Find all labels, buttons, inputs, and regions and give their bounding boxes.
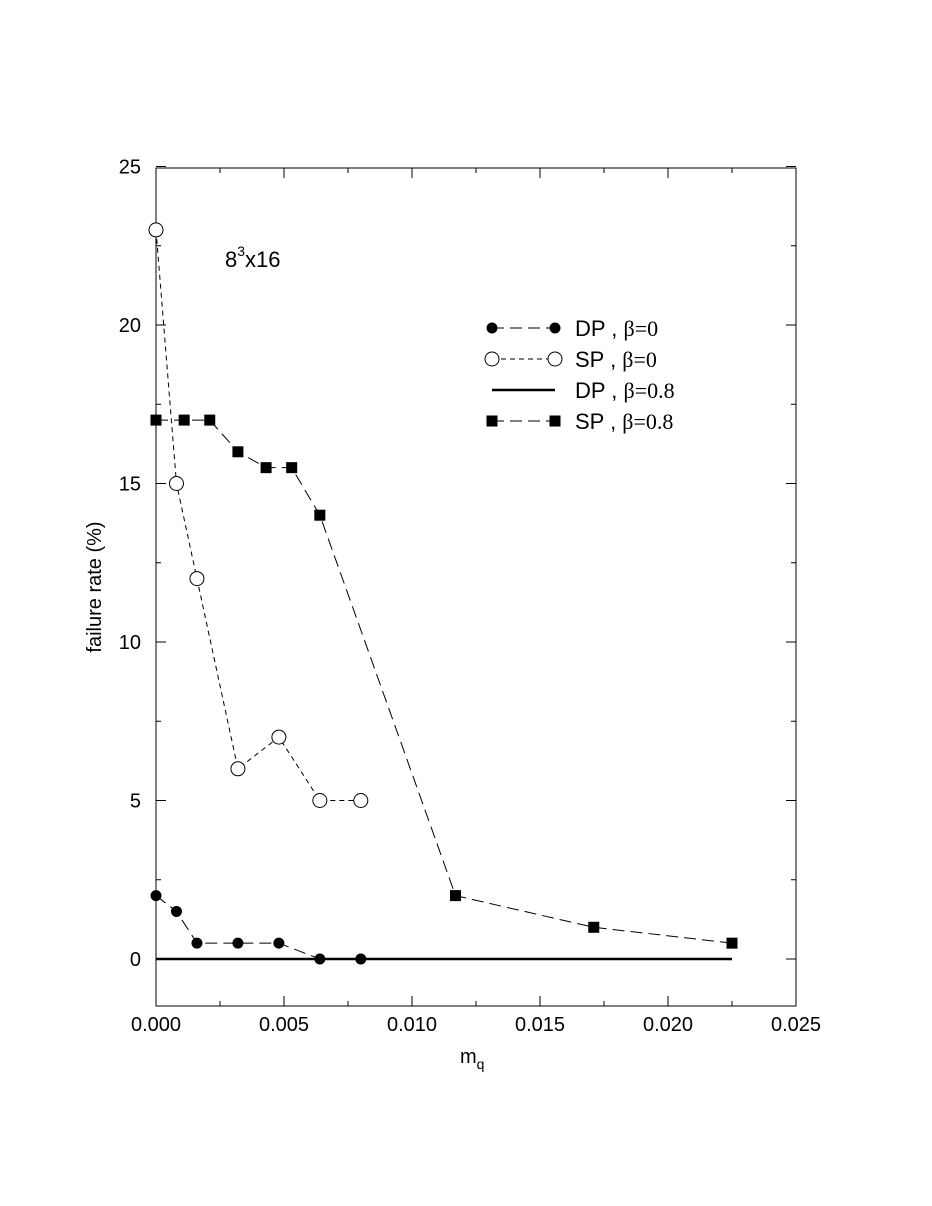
series-line: [155, 895, 361, 960]
legend-label: SP , β=0: [575, 347, 657, 372]
data-point-filled-circle: [191, 937, 203, 949]
data-point-open-circle: [353, 793, 369, 808]
y-tick-label: 25: [119, 157, 141, 179]
data-point-filled-square: [450, 890, 462, 902]
y-tick-label: 20: [119, 315, 141, 337]
data-point-filled-square: [588, 921, 600, 933]
x-tick-label: 0.020: [643, 1014, 693, 1036]
data-point-filled-square: [178, 414, 190, 426]
legend-label: DP , β=0.8: [575, 378, 675, 403]
axis-ticks: 0.000 0.005 0.010 0.015 0.020 0.025 0 5 10 15 20 25: [119, 157, 821, 1037]
legend-marker: [486, 415, 498, 427]
series-layer: [148, 222, 738, 965]
legend-marker: [484, 351, 500, 367]
y-tick-label: 10: [119, 632, 141, 654]
annotation-lattice-size: 83x16: [225, 243, 281, 272]
data-point-filled-square: [260, 462, 272, 474]
series-4: [150, 414, 738, 949]
x-tick-label: 0.025: [771, 1014, 821, 1036]
data-point-filled-square: [232, 446, 244, 458]
data-point-filled-square: [150, 414, 162, 426]
y-tick-label: 5: [130, 791, 141, 813]
data-point-filled-square: [286, 462, 298, 474]
legend: DP , β=0 SP , β=0 DP , β=0.8 SP , β=0.8: [484, 316, 675, 434]
data-point-open-circle: [168, 476, 184, 491]
legend-marker: [486, 322, 498, 334]
data-point-open-circle: [312, 793, 328, 808]
data-point-open-circle: [271, 729, 287, 745]
legend-item-4: SP , β=0.8: [486, 409, 673, 434]
legend-item-3: DP , β=0.8: [492, 378, 675, 403]
legend-label: DP , β=0: [575, 316, 658, 341]
legend-marker: [549, 322, 561, 334]
legend-marker: [549, 415, 561, 427]
data-point-filled-square: [726, 937, 738, 949]
x-tick-label: 0.000: [131, 1014, 181, 1036]
x-tick-label: 0.010: [387, 1014, 437, 1036]
legend-item-2: SP , β=0: [484, 347, 657, 372]
data-point-filled-circle: [150, 890, 162, 902]
y-axis-title: failure rate (%): [84, 521, 106, 652]
data-point-open-circle: [189, 571, 205, 587]
x-tick-label: 0.005: [259, 1014, 309, 1036]
series-1: [150, 890, 367, 965]
data-point-filled-circle: [170, 905, 182, 917]
data-point-open-circle: [148, 222, 164, 238]
series-line: [156, 419, 733, 944]
legend-marker: [547, 351, 563, 367]
data-point-filled-square: [204, 414, 216, 426]
x-axis-title: mq: [460, 1046, 484, 1072]
series-line: [155, 229, 361, 801]
legend-item-1: DP , β=0: [486, 316, 658, 341]
x-tick-label: 0.015: [515, 1014, 565, 1036]
plot-frame: [155, 167, 797, 1007]
data-point-open-circle: [230, 761, 246, 777]
data-point-filled-circle: [273, 937, 285, 949]
data-point-filled-circle: [232, 937, 244, 949]
y-tick-label: 0: [130, 949, 141, 971]
data-point-filled-square: [314, 509, 326, 521]
series-2: [148, 222, 369, 808]
legend-label: SP , β=0.8: [575, 409, 673, 434]
y-tick-label: 15: [119, 474, 141, 496]
